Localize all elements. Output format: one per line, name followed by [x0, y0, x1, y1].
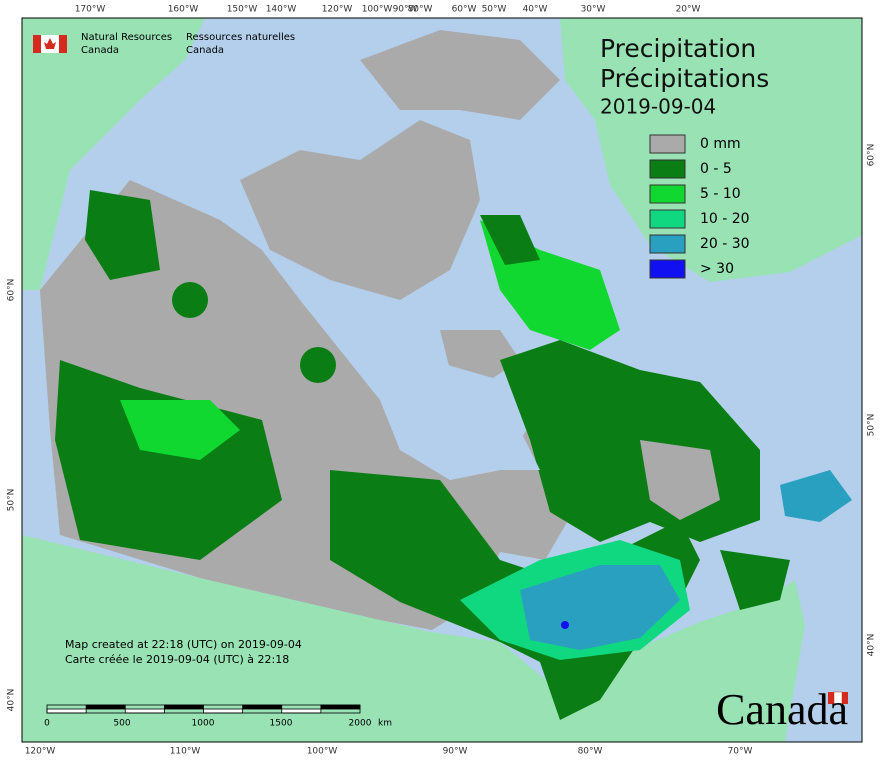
- alaska: [22, 18, 205, 290]
- longitude-label: 40°W: [523, 5, 548, 15]
- longitude-label: 120°W: [25, 747, 56, 757]
- scale-label: 1500: [270, 719, 293, 729]
- scale-segment: [281, 708, 322, 714]
- longitude-label: 50°W: [482, 5, 507, 15]
- scale-segment: [163, 704, 204, 710]
- scale-segment: [124, 708, 165, 714]
- longitude-label: 140°W: [266, 5, 297, 15]
- longitude-label: 20°W: [676, 5, 701, 15]
- newfoundland: [780, 470, 852, 522]
- graticule-labels: 170°W 160°W 150°W 140°W 120°W 100°W 90°W80°W 60…: [7, 5, 877, 757]
- agency-fr: Ressources naturelles: [186, 32, 295, 43]
- scale-label: 1000: [192, 719, 215, 729]
- scale-outline: [46, 704, 361, 714]
- greenland: [560, 18, 862, 282]
- longitude-label: 80°W: [578, 747, 603, 757]
- legend-label: > 30: [700, 261, 734, 277]
- legend-label: 0 mm: [700, 136, 741, 152]
- legend-swatch: [649, 184, 686, 204]
- legend-label: 0 - 5: [700, 161, 732, 177]
- nunavut-blob: [300, 347, 336, 383]
- scale-bar: 0 500 1000 1500 2000 km: [44, 704, 392, 729]
- south-blue: [520, 565, 680, 650]
- agency-fr: Canada: [186, 45, 224, 56]
- united-states: [22, 535, 805, 742]
- longitude-label: 100°W: [362, 5, 393, 15]
- longitude-label: 120°W: [322, 5, 353, 15]
- longitude-label: 90°W: [393, 5, 418, 15]
- scale-segment: [46, 708, 87, 714]
- maple-leaf: [44, 38, 56, 49]
- legend-swatch: [649, 234, 686, 254]
- agency-en: Canada: [81, 45, 119, 56]
- date: 2019-09-04: [600, 95, 716, 119]
- latitude-label: 50°N: [7, 489, 17, 512]
- west-green: [55, 360, 282, 560]
- ellesmere: [360, 30, 560, 120]
- legend-label: 5 - 10: [700, 186, 741, 202]
- arctic-islands: [240, 120, 480, 300]
- baffin-dark: [480, 215, 540, 265]
- nwt-blob: [172, 282, 208, 318]
- maritimes: [720, 550, 790, 610]
- yukon-green: [85, 190, 160, 280]
- latitude-label: 60°N: [867, 144, 877, 167]
- legend-swatch: [649, 134, 686, 154]
- scale-segment: [242, 704, 283, 710]
- credit: Map created at 22:18 (UTC) on 2019-09-04: [65, 638, 302, 651]
- longitude-label: 160°W: [168, 5, 199, 15]
- latitude-label: 60°N: [7, 279, 17, 302]
- longitude-label: 60°W: [452, 5, 477, 15]
- wordmark-flag: [842, 692, 848, 704]
- hudson-bay: [380, 360, 540, 480]
- longitude-label: 100°W: [307, 747, 338, 757]
- header: Natural Resources Canada Ressources natu…: [33, 32, 295, 56]
- agency-en: Natural Resources: [81, 32, 172, 43]
- longitude-label: 150°W: [227, 5, 258, 15]
- flag-bar: [59, 35, 67, 53]
- scale-label: 500: [113, 719, 130, 729]
- wordmark-flag: [828, 692, 834, 704]
- longitude-label: 70°W: [728, 747, 753, 757]
- scale-label: 0: [44, 719, 50, 729]
- longitude-label: 110°W: [170, 747, 201, 757]
- longitude-label: 90°W: [443, 747, 468, 757]
- longitude-label: 30°W: [581, 5, 606, 15]
- longitude-label: 80°W: [408, 5, 433, 15]
- latitude-label: 50°N: [867, 414, 877, 437]
- legend-label: 10 - 20: [700, 211, 750, 227]
- alberta-light: [120, 400, 240, 460]
- longitude-label: 170°W: [75, 5, 106, 15]
- labrador-gray: [640, 440, 720, 520]
- flag-bar: [33, 35, 41, 53]
- southampton: [440, 330, 520, 380]
- heavy-spot: [561, 621, 569, 629]
- scale-label: 2000: [349, 719, 372, 729]
- legend-swatch: [649, 259, 686, 279]
- wordmark: Canada: [716, 685, 848, 734]
- scale-unit: km: [378, 719, 392, 729]
- legend-label: 20 - 30: [700, 236, 750, 252]
- scale-segment: [85, 704, 126, 710]
- credit: Carte créée le 2019-09-04 (UTC) à 22:18: [65, 653, 289, 666]
- title: Precipitation: [600, 34, 756, 63]
- scale-segment: [203, 708, 244, 714]
- legend-swatch: [649, 159, 686, 179]
- scale-segment: [320, 704, 361, 710]
- title: Précipitations: [600, 64, 769, 93]
- latitude-label: 40°N: [7, 689, 17, 712]
- map-frame: [21, 17, 863, 743]
- legend-swatch: [649, 209, 686, 229]
- latitude-label: 40°N: [867, 634, 877, 657]
- legend: 0 mm 0 - 5 5 - 10 10 - 20 20 - 30 > 30: [649, 134, 750, 279]
